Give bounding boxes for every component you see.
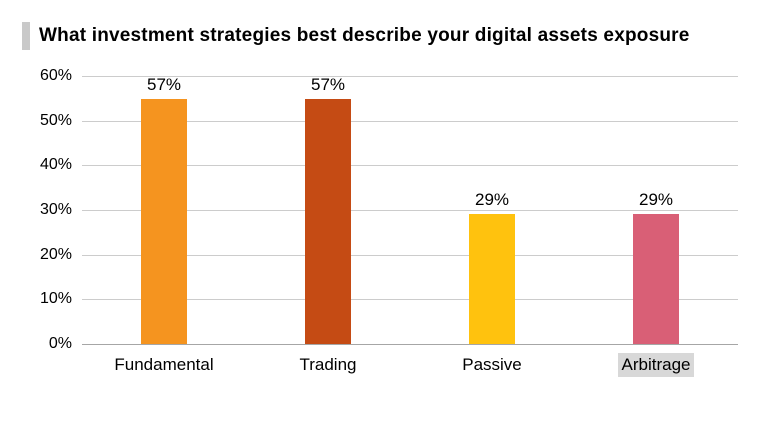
y-tick-label: 30% bbox=[39, 201, 72, 218]
bar-column-passive: 29% bbox=[410, 76, 574, 344]
gridline bbox=[82, 254, 738, 256]
bar-value-label: 29% bbox=[638, 190, 674, 210]
bar-column-arbitrage: 29% bbox=[574, 76, 738, 344]
x-label-trading: Trading bbox=[299, 355, 357, 374]
y-tick-label: 60% bbox=[39, 67, 72, 84]
y-tick-label: 0% bbox=[48, 335, 72, 352]
x-label-cell: Fundamental bbox=[82, 353, 246, 377]
bar-trading bbox=[305, 99, 351, 344]
bar-value-label: 57% bbox=[146, 75, 182, 94]
x-label-fundamental: Fundamental bbox=[114, 355, 214, 374]
bar-arbitrage bbox=[633, 214, 679, 344]
bar-column-trading: 57% bbox=[246, 76, 410, 344]
gridline bbox=[82, 120, 738, 122]
plot-area: 0% 10% 20% 30% 40% 50% 60% 57% 57% 29% 29% bbox=[40, 67, 738, 352]
y-tick-label: 20% bbox=[39, 245, 72, 263]
x-label-passive: Passive bbox=[462, 355, 522, 374]
bar-chart: 0% 10% 20% 30% 40% 50% 60% 57% 57% 29% 29% Fundame… bbox=[18, 67, 738, 377]
gridline bbox=[82, 76, 738, 77]
y-tick-label: 40% bbox=[39, 156, 72, 174]
gridline bbox=[82, 299, 738, 301]
x-label-cell: Passive bbox=[410, 353, 574, 377]
chart-title: What investment strategies best describe… bbox=[39, 25, 690, 46]
x-label-arbitrage: Arbitrage bbox=[617, 353, 695, 377]
bar-fundamental bbox=[141, 99, 187, 344]
gridline bbox=[82, 210, 738, 211]
x-label-cell: Arbitrage bbox=[574, 353, 738, 377]
chart-header: What investment strategies best describe… bbox=[0, 0, 760, 50]
gridline bbox=[82, 165, 738, 167]
title-accent-bar bbox=[22, 22, 30, 50]
y-tick-label: 10% bbox=[39, 290, 72, 308]
bars-container: 57% 57% 29% 29% bbox=[82, 76, 738, 344]
bar-value-label: 29% bbox=[474, 190, 510, 210]
y-tick-label: 50% bbox=[39, 111, 72, 129]
x-label-cell: Trading bbox=[246, 353, 410, 377]
bar-column-fundamental: 57% bbox=[82, 76, 246, 344]
x-axis-line bbox=[82, 344, 738, 345]
bar-passive bbox=[469, 214, 515, 344]
bar-value-label: 57% bbox=[310, 75, 346, 94]
x-axis-labels: Fundamental Trading Passive Arbitrage bbox=[82, 353, 738, 377]
